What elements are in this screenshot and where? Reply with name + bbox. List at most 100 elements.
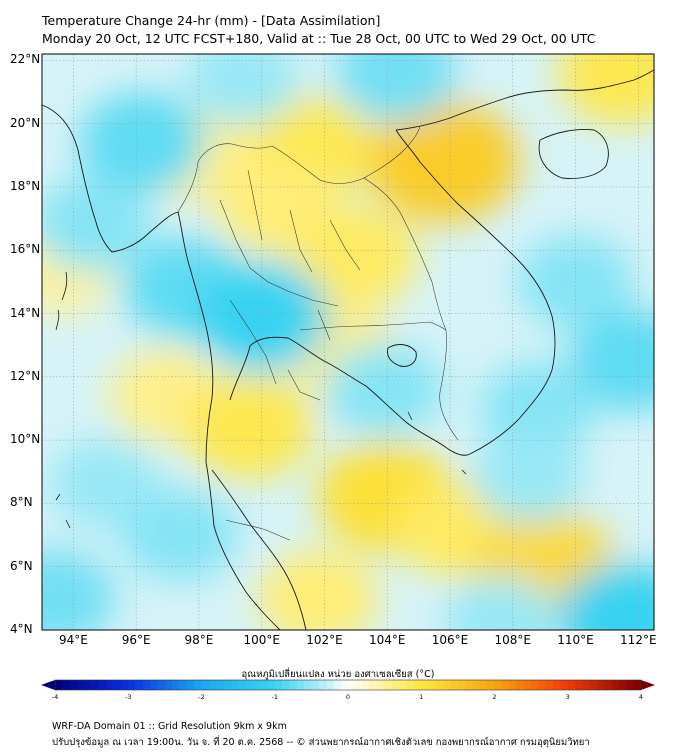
colorbar-cell <box>289 680 298 690</box>
colorbar-cell <box>391 680 400 690</box>
colorbar-cell <box>413 680 422 690</box>
admin-borders <box>177 125 459 541</box>
lon-label: 106°E <box>431 633 469 647</box>
colorbar-cell <box>428 680 437 690</box>
colorbar-cell <box>201 680 210 690</box>
colorbar-cell <box>582 680 591 690</box>
lon-label: 110°E <box>557 633 594 647</box>
colorbar-cell <box>340 680 349 690</box>
field-anomaly-17 <box>335 54 458 122</box>
colorbar-cell <box>69 680 78 690</box>
colorbar-cell <box>369 680 378 690</box>
map-panel <box>41 53 655 631</box>
colorbar-cell <box>55 680 63 690</box>
border-thailand-malaysia <box>225 519 291 541</box>
graticule <box>42 54 654 630</box>
colorbar-cell <box>238 680 246 690</box>
field-anomaly-27 <box>42 549 116 630</box>
colorbar-cell <box>84 680 92 690</box>
colorbar-cell <box>633 680 642 690</box>
chart-subtitle: Monday 20 Oct, 12 UTC FCST+180, Valid at… <box>42 31 596 46</box>
colorbar-tick-label: 2 <box>492 693 497 701</box>
lat-label: 4°N <box>10 622 33 636</box>
coastlines <box>42 69 654 630</box>
colorbar-cell <box>597 680 605 690</box>
colorbar-cell <box>545 680 554 690</box>
andaman-islands <box>55 271 68 331</box>
field-anomaly-11 <box>257 549 379 630</box>
vietnam-coast <box>395 129 556 455</box>
colorbar-cell <box>216 680 224 690</box>
lon-label: 104°E <box>368 633 406 647</box>
colorbar-cell <box>509 680 517 690</box>
colorbar-cell <box>113 680 122 690</box>
lat-label: 16°N <box>10 242 41 257</box>
colorbar-cell <box>362 680 371 690</box>
colorbar-cell <box>157 680 166 690</box>
colorbar-cell <box>62 680 70 690</box>
lat-label: 18°N <box>10 178 41 193</box>
colorbar-cell <box>333 680 341 690</box>
colorbar-cell <box>589 680 598 690</box>
chart-title: Temperature Change 24-hr (mm) - [Data As… <box>42 13 381 28</box>
colorbar-cell <box>472 680 481 690</box>
field-anomaly-20 <box>325 342 443 437</box>
colorbar-cell <box>282 680 290 690</box>
field-anomaly-22 <box>569 310 654 412</box>
colorbar-cell <box>98 680 107 690</box>
lon-label: 100°E <box>243 633 280 647</box>
colorbar-cell <box>91 680 100 690</box>
border-thailand-cambodia <box>299 321 447 331</box>
colorbar-title: อุณหภูมิเปลี่ยนแปลง หน่วย องศาเซลเซียส (… <box>241 669 435 680</box>
lon-label: 98°E <box>184 633 214 647</box>
colorbar-cell <box>245 680 254 690</box>
lon-label: 112°E <box>620 633 657 647</box>
colorbar-outline <box>54 679 642 691</box>
colorbar-cell <box>326 680 334 690</box>
colorbar-tick-label: 4 <box>638 693 644 701</box>
lat-label: 20°N <box>10 115 41 130</box>
colorbar-cell <box>194 680 202 690</box>
colorbar-cell <box>406 680 415 690</box>
map-frame <box>41 53 655 631</box>
lat-label: 10°N <box>10 432 41 447</box>
lat-label: 22°N <box>10 52 41 67</box>
colorbar-cell <box>311 680 319 690</box>
colorbar-cell <box>230 680 239 690</box>
colorbar-cell <box>348 680 356 690</box>
colorbar-cell <box>487 680 495 690</box>
colorbar-cell <box>296 680 305 690</box>
colorbar-cell <box>76 680 85 690</box>
colorbar-cell <box>531 680 539 690</box>
field-anomaly-28 <box>443 575 557 630</box>
colorbar-tick-label: 3 <box>565 693 570 701</box>
field-anomaly-15 <box>42 178 151 272</box>
colorbar-tick-label: -4 <box>51 693 59 701</box>
field-anomaly-16 <box>186 54 300 125</box>
colorbar-tick-label: 1 <box>419 693 424 701</box>
field-anomaly-1 <box>367 100 521 223</box>
colorbar-cell <box>142 680 151 690</box>
colorbar-cell <box>355 680 363 690</box>
lat-label: 8°N <box>10 495 33 510</box>
colorbar-cell <box>575 680 583 690</box>
colorbar-tick-label: -3 <box>125 693 132 701</box>
colorbar-cell <box>384 680 393 690</box>
colorbar-cell <box>150 680 158 690</box>
field-anomaly-25 <box>121 488 239 582</box>
colorbar-tick-label: -1 <box>271 693 278 701</box>
con-dao-island <box>461 469 467 475</box>
colorbar-cell <box>553 680 561 690</box>
lon-label: 96°E <box>121 633 151 647</box>
colorbar-cell <box>538 680 547 690</box>
colorbar-tick-label: 0 <box>345 693 351 701</box>
field-anomaly-7 <box>183 375 315 480</box>
colorbar-cell <box>120 680 129 690</box>
colorbar-cell <box>626 680 634 690</box>
colorbar-cell <box>479 680 488 690</box>
lat-label: 6°N <box>10 558 33 573</box>
colorbar-cell <box>179 680 188 690</box>
colorbar-cell <box>567 680 576 690</box>
lat-label: 12°N <box>10 368 41 383</box>
field-anomaly-23 <box>479 361 597 456</box>
